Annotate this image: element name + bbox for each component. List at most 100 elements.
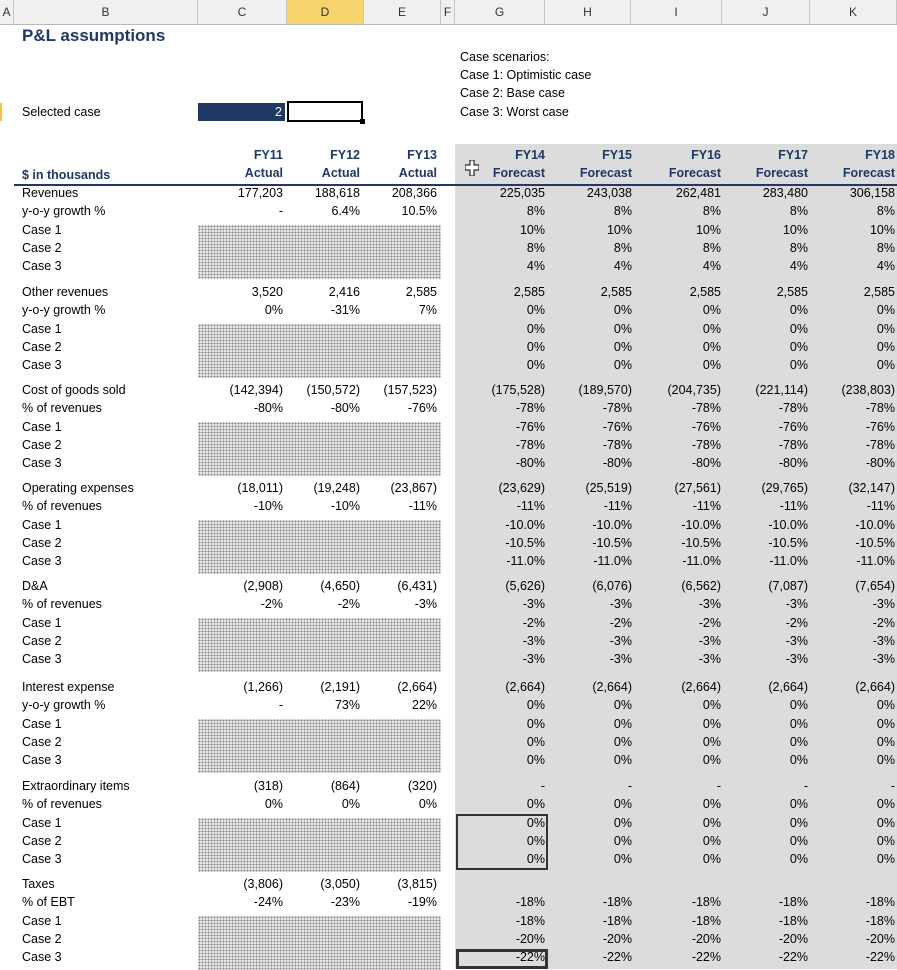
value-cell[interactable]: 262,481: [675, 186, 721, 200]
value-cell[interactable]: 0%: [876, 852, 895, 867]
value-cell[interactable]: 10%: [519, 222, 545, 237]
value-cell[interactable]: -22%: [515, 950, 545, 965]
value-cell[interactable]: 0%: [526, 321, 545, 336]
value-cell[interactable]: 0%: [876, 340, 895, 355]
value-cell[interactable]: -11%: [692, 499, 721, 514]
value-cell[interactable]: -2%: [260, 597, 283, 612]
value-cell[interactable]: (6,431): [397, 579, 437, 593]
value-cell[interactable]: (142,394): [229, 383, 283, 397]
value-cell[interactable]: -3%: [609, 597, 632, 612]
value-cell[interactable]: 0%: [264, 303, 283, 318]
value-cell[interactable]: -18%: [691, 895, 721, 910]
value-cell[interactable]: 8%: [876, 241, 895, 256]
value-cell[interactable]: -2%: [337, 597, 360, 612]
value-cell[interactable]: -20%: [691, 932, 721, 947]
value-cell[interactable]: -78%: [865, 401, 895, 416]
value-cell[interactable]: 0%: [876, 358, 895, 373]
value-cell[interactable]: -11.0%: [856, 554, 895, 569]
value-cell[interactable]: -10.5%: [681, 536, 721, 551]
value-cell[interactable]: 8%: [613, 204, 632, 219]
value-cell[interactable]: -78%: [515, 401, 545, 416]
column-header-c[interactable]: C: [198, 0, 287, 24]
value-cell[interactable]: (150,572): [306, 383, 360, 397]
value-cell[interactable]: -: [890, 779, 895, 793]
value-cell[interactable]: 0%: [613, 303, 632, 318]
value-cell[interactable]: 0%: [876, 735, 895, 750]
value-cell[interactable]: -2%: [872, 615, 895, 630]
value-cell[interactable]: 10%: [869, 222, 895, 237]
value-cell[interactable]: 0%: [341, 797, 360, 812]
value-cell[interactable]: (25,519): [585, 481, 632, 495]
value-cell[interactable]: -80%: [253, 401, 283, 416]
value-cell[interactable]: 283,480: [762, 186, 808, 200]
value-cell[interactable]: (18,011): [237, 481, 283, 495]
value-cell[interactable]: 0%: [789, 340, 808, 355]
value-cell[interactable]: -2%: [785, 615, 808, 630]
value-cell[interactable]: -11%: [516, 499, 545, 514]
value-cell[interactable]: 0%: [613, 340, 632, 355]
active-cell-cursor[interactable]: [287, 101, 365, 124]
value-cell[interactable]: -80%: [778, 456, 808, 471]
value-cell[interactable]: 0%: [702, 852, 721, 867]
value-cell[interactable]: 0%: [526, 716, 545, 731]
column-header-e[interactable]: E: [364, 0, 441, 24]
value-cell[interactable]: 2,585: [689, 285, 721, 299]
value-cell[interactable]: 0%: [702, 358, 721, 373]
value-cell[interactable]: -76%: [515, 419, 545, 434]
value-cell[interactable]: 0%: [789, 303, 808, 318]
value-cell[interactable]: -24%: [253, 895, 283, 910]
value-cell[interactable]: 0%: [702, 834, 721, 849]
value-cell[interactable]: 10.5%: [401, 204, 437, 219]
value-cell[interactable]: -3%: [872, 634, 895, 649]
value-cell[interactable]: 2,585: [600, 285, 632, 299]
column-header-j[interactable]: J: [722, 0, 810, 24]
value-cell[interactable]: (204,735): [667, 383, 721, 397]
value-cell[interactable]: 8%: [526, 204, 545, 219]
column-header-h[interactable]: H: [545, 0, 631, 24]
value-cell[interactable]: -78%: [691, 438, 721, 453]
value-cell[interactable]: 0%: [613, 753, 632, 768]
value-cell[interactable]: -78%: [691, 401, 721, 416]
value-cell[interactable]: (7,654): [855, 579, 895, 593]
value-cell[interactable]: -78%: [778, 401, 808, 416]
value-cell[interactable]: 6.4%: [331, 204, 361, 219]
value-cell[interactable]: 4%: [789, 259, 808, 274]
value-cell[interactable]: (864): [330, 779, 360, 793]
value-cell[interactable]: -3%: [872, 597, 895, 612]
value-cell[interactable]: 0%: [526, 797, 545, 812]
value-cell[interactable]: 188,618: [314, 186, 360, 200]
value-cell[interactable]: (2,664): [592, 680, 632, 694]
value-cell[interactable]: -80%: [602, 456, 632, 471]
value-cell[interactable]: 4%: [876, 259, 895, 274]
value-cell[interactable]: 0%: [789, 698, 808, 713]
value-cell[interactable]: 0%: [789, 716, 808, 731]
value-cell[interactable]: 0%: [789, 834, 808, 849]
value-cell[interactable]: 0%: [526, 735, 545, 750]
value-cell[interactable]: -20%: [515, 932, 545, 947]
value-cell[interactable]: 2,585: [513, 285, 545, 299]
value-cell[interactable]: -: [540, 779, 545, 793]
value-cell[interactable]: -18%: [865, 895, 895, 910]
value-cell[interactable]: -2%: [698, 615, 721, 630]
value-cell[interactable]: 22%: [411, 698, 437, 713]
value-cell[interactable]: -10.0%: [681, 517, 721, 532]
value-cell[interactable]: 0%: [876, 303, 895, 318]
value-cell[interactable]: -10.0%: [505, 517, 545, 532]
value-cell[interactable]: -18%: [865, 913, 895, 928]
value-cell[interactable]: 0%: [789, 753, 808, 768]
value-cell[interactable]: -20%: [865, 932, 895, 947]
value-cell[interactable]: 0%: [876, 815, 895, 830]
value-cell[interactable]: 2,585: [405, 285, 437, 299]
value-cell[interactable]: 0%: [613, 852, 632, 867]
value-cell[interactable]: -80%: [691, 456, 721, 471]
value-cell[interactable]: -10.0%: [592, 517, 632, 532]
value-cell[interactable]: 0%: [526, 698, 545, 713]
value-cell[interactable]: (318): [253, 779, 283, 793]
value-cell[interactable]: 0%: [613, 698, 632, 713]
value-cell[interactable]: 0%: [876, 834, 895, 849]
value-cell[interactable]: (3,815): [397, 877, 437, 891]
value-cell[interactable]: -78%: [515, 438, 545, 453]
value-cell[interactable]: 0%: [613, 321, 632, 336]
value-cell[interactable]: 8%: [789, 204, 808, 219]
value-cell[interactable]: 0%: [702, 698, 721, 713]
